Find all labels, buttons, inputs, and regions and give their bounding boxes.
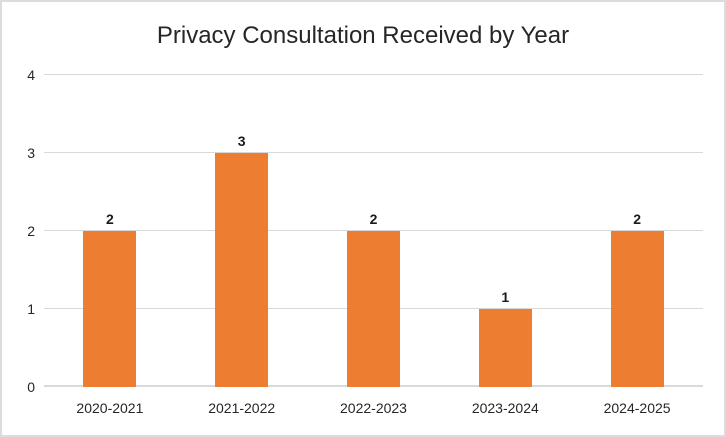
bar-value-label: 2 — [633, 211, 641, 227]
bar-slot: 2 — [308, 75, 440, 387]
x-axis-label: 2020-2021 — [76, 400, 144, 416]
gridline — [44, 230, 703, 231]
bar-value-label: 1 — [501, 289, 510, 305]
y-axis-label: 3 — [27, 145, 35, 161]
y-axis-label: 1 — [27, 301, 35, 317]
bar-value-label: 3 — [237, 133, 246, 149]
bar — [83, 231, 137, 387]
x-axis-label: 2021-2022 — [208, 400, 276, 416]
bar — [478, 309, 532, 387]
bar — [346, 231, 400, 387]
y-axis-label: 4 — [27, 67, 35, 83]
bar-slot: 1 — [439, 75, 571, 387]
x-axis-tick-labels: 2020-2021 2021-2022 2022-2023 2023-2024 2024… — [44, 400, 703, 416]
bar-slot: 2 — [44, 75, 176, 387]
x-axis-label: 2023-2024 — [471, 400, 539, 416]
y-axis-label: 2 — [27, 223, 35, 239]
bar-value-label: 2 — [369, 211, 378, 227]
y-axis-label: 0 — [27, 379, 35, 395]
bar — [215, 153, 269, 387]
bar — [610, 231, 664, 387]
chart-title: Privacy Consultation Received by Year — [156, 22, 570, 49]
gridline — [44, 74, 703, 75]
bar-value-label: 2 — [106, 211, 114, 227]
gridline — [44, 152, 703, 153]
x-axis-label: 2022-2023 — [340, 400, 407, 416]
bar-slot: 2 — [571, 75, 703, 387]
x-axis-label: 2024-2025 — [603, 400, 671, 416]
bar-slot: 3 — [176, 75, 308, 387]
